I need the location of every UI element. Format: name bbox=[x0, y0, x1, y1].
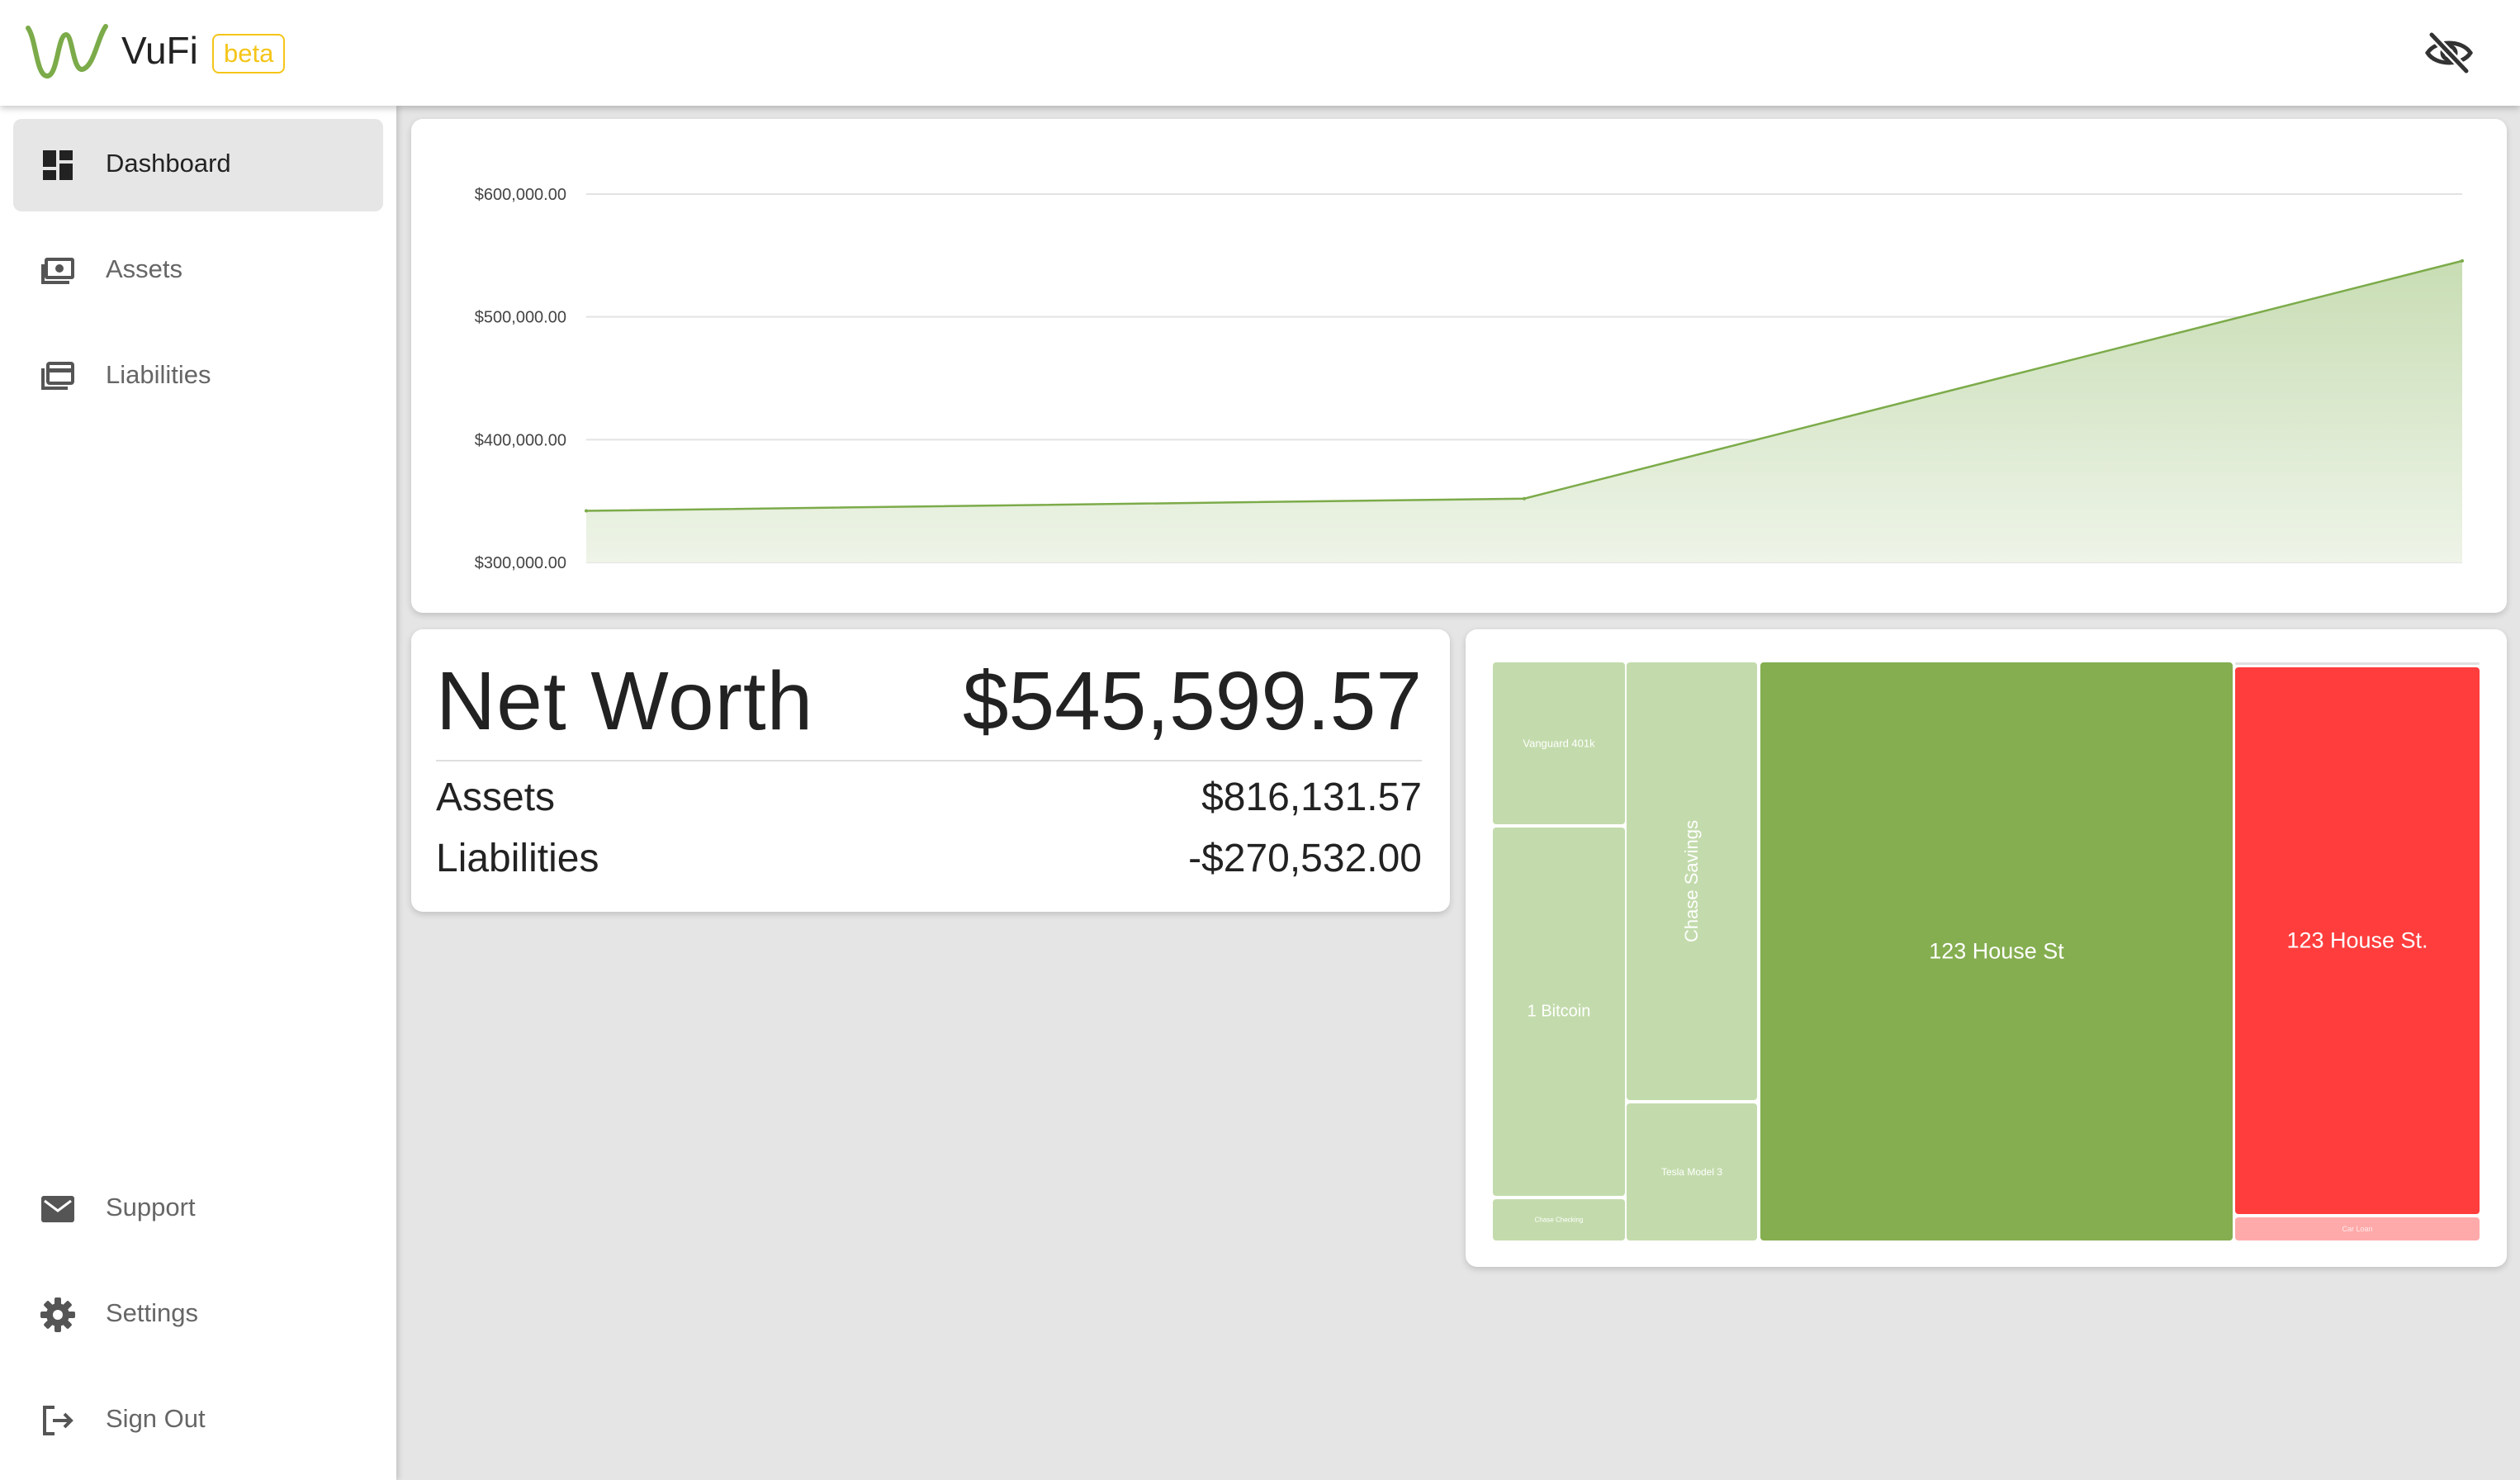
liabilities-label: Liabilities bbox=[436, 837, 599, 880]
app-bar: VuFi beta bbox=[0, 0, 2520, 106]
sidebar-item-support[interactable]: Support bbox=[13, 1163, 383, 1255]
sidebar-item-label: Assets bbox=[106, 254, 183, 283]
sidebar-item-sign-out[interactable]: Sign Out bbox=[13, 1374, 383, 1467]
treemap-tile-chase-savings[interactable]: Chase Savings bbox=[1627, 662, 1757, 1100]
sidebar-item-liabilities[interactable]: Liabilities bbox=[13, 330, 383, 423]
liabilities-total: -$270,532.00 bbox=[1188, 837, 1422, 880]
net-worth-area-chart: $300,000.00 $400,000.00 $500,000.00 $600,00… bbox=[475, 186, 2464, 572]
beta-badge: beta bbox=[212, 34, 286, 74]
data-point bbox=[2461, 259, 2464, 263]
sidebar-item-label: Liabilities bbox=[106, 360, 211, 389]
y-tick-label: $300,000.00 bbox=[475, 554, 566, 572]
gear-icon bbox=[40, 1297, 75, 1332]
visibility-off-icon[interactable] bbox=[2424, 30, 2474, 76]
data-point bbox=[585, 509, 588, 513]
net-worth-summary-card: Net Worth $545,599.57 Assets $816,131.57… bbox=[411, 629, 1450, 912]
sidebar: Dashboard Assets Liabilities Support bbox=[0, 106, 396, 1480]
sidebar-item-dashboard[interactable]: Dashboard bbox=[13, 119, 383, 211]
assets-total: $816,131.57 bbox=[1201, 776, 1422, 819]
treemap-tile-vanguard-401k[interactable]: Vanguard 401k bbox=[1493, 662, 1625, 824]
net-worth-history-card: $300,000.00 $400,000.00 $500,000.00 $600,00… bbox=[411, 119, 2507, 613]
vufi-logo-icon bbox=[26, 24, 108, 78]
treemap-tile-separator bbox=[2235, 662, 2480, 665]
sidebar-item-label: Sign Out bbox=[106, 1404, 206, 1433]
tile-label: 123 House St bbox=[1929, 938, 2064, 964]
treemap-tile-123-house-st[interactable]: 123 House St bbox=[1760, 662, 2233, 1240]
tile-label: Tesla Model 3 bbox=[1660, 1166, 1723, 1178]
tile-label: 123 House St. bbox=[2286, 927, 2428, 953]
treemap-tile-chase-checking[interactable]: Chase Checking bbox=[1493, 1199, 1625, 1240]
y-tick-label: $600,000.00 bbox=[475, 186, 566, 204]
tile-label: 1 Bitcoin bbox=[1527, 1002, 1591, 1021]
divider bbox=[436, 760, 1422, 761]
tile-label: Chase Savings bbox=[1681, 820, 1702, 942]
money-icon bbox=[41, 258, 74, 284]
sidebar-item-label: Support bbox=[106, 1193, 196, 1221]
portfolio-treemap-card: Vanguard 401k 1 Bitcoin Chase Checking C… bbox=[1466, 629, 2507, 1267]
treemap-tile-mortgage[interactable]: 123 House St. bbox=[2235, 667, 2480, 1214]
sidebar-item-assets[interactable]: Assets bbox=[13, 225, 383, 317]
y-tick-label: $400,000.00 bbox=[475, 431, 566, 449]
data-point bbox=[1523, 496, 1526, 500]
tile-label: Chase Checking bbox=[1534, 1216, 1584, 1224]
mail-icon bbox=[41, 1196, 74, 1222]
sidebar-item-label: Dashboard bbox=[106, 149, 231, 178]
tile-label: Vanguard 401k bbox=[1523, 737, 1595, 750]
tile-label: Car Loan bbox=[2342, 1225, 2373, 1233]
treemap-tile-car-loan[interactable]: Car Loan bbox=[2235, 1217, 2480, 1240]
y-tick-label: $500,000.00 bbox=[475, 309, 566, 327]
credit-card-icon bbox=[41, 362, 74, 390]
net-worth-area bbox=[586, 260, 2462, 562]
net-worth-title: Net Worth bbox=[436, 655, 814, 747]
sidebar-item-settings[interactable]: Settings bbox=[13, 1269, 383, 1361]
sign-out-icon bbox=[43, 1406, 73, 1435]
treemap-tile-tesla-model-3[interactable]: Tesla Model 3 bbox=[1627, 1103, 1757, 1240]
app-name: VuFi bbox=[121, 29, 198, 72]
sidebar-item-label: Settings bbox=[106, 1298, 199, 1327]
dashboard-icon bbox=[43, 150, 73, 180]
net-worth-value: $545,599.57 bbox=[962, 655, 1422, 747]
assets-label: Assets bbox=[436, 776, 556, 819]
treemap-tile-1-bitcoin[interactable]: 1 Bitcoin bbox=[1493, 828, 1625, 1196]
